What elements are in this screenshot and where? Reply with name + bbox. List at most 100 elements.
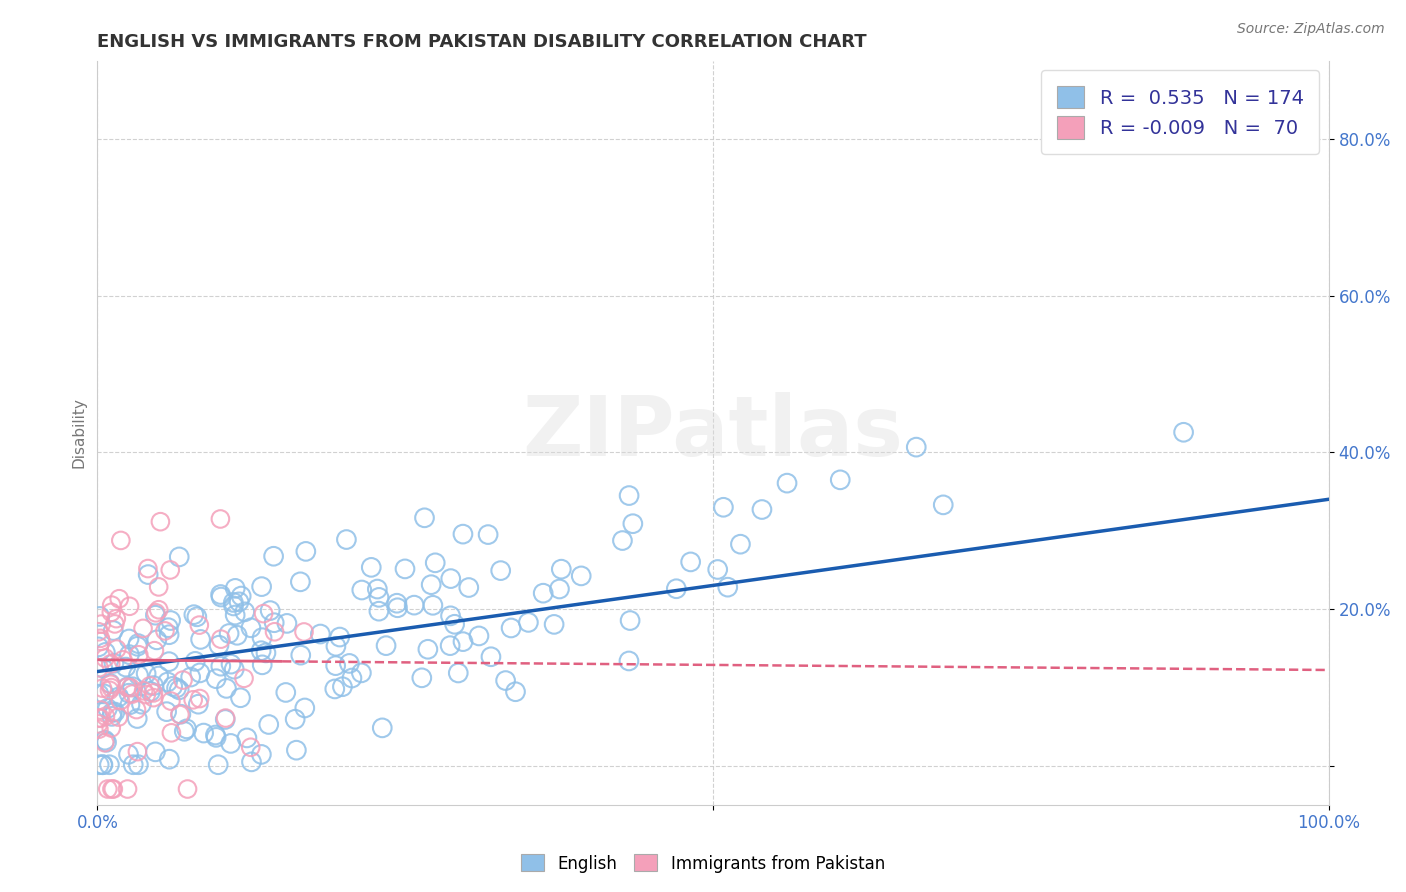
Point	[108, 591, 131, 606]
Point	[93, 736, 115, 750]
Point	[209, 659, 232, 673]
Point	[329, 630, 352, 644]
Point	[135, 666, 157, 681]
Point	[170, 707, 193, 722]
Point	[214, 711, 236, 725]
Point	[612, 533, 634, 548]
Point	[117, 782, 139, 797]
Point	[188, 618, 211, 632]
Point	[250, 631, 273, 645]
Point	[87, 624, 110, 639]
Point	[550, 562, 572, 576]
Point	[127, 745, 149, 759]
Point	[422, 599, 444, 613]
Point	[222, 599, 245, 613]
Point	[89, 757, 111, 772]
Point	[229, 690, 252, 705]
Point	[103, 657, 125, 671]
Point	[679, 555, 702, 569]
Point	[385, 596, 408, 610]
Point	[218, 626, 240, 640]
Point	[118, 698, 141, 712]
Point	[176, 782, 198, 797]
Point	[489, 564, 512, 578]
Point	[90, 617, 112, 632]
Point	[214, 713, 236, 727]
Point	[159, 614, 181, 628]
Point	[87, 717, 110, 731]
Point	[371, 721, 394, 735]
Point	[139, 684, 162, 698]
Point	[128, 668, 150, 682]
Point	[183, 607, 205, 622]
Point	[439, 608, 461, 623]
Point	[101, 706, 124, 720]
Point	[87, 687, 110, 701]
Point	[148, 603, 170, 617]
Point	[209, 590, 232, 604]
Point	[621, 516, 644, 531]
Point	[252, 657, 274, 672]
Point	[295, 544, 318, 558]
Point	[125, 703, 148, 717]
Point	[91, 661, 114, 675]
Point	[110, 693, 132, 707]
Point	[156, 705, 179, 719]
Point	[479, 649, 502, 664]
Point	[160, 726, 183, 740]
Point	[181, 693, 204, 707]
Point	[91, 757, 114, 772]
Point	[157, 621, 180, 635]
Point	[111, 653, 134, 667]
Point	[284, 712, 307, 726]
Point	[440, 572, 463, 586]
Point	[145, 632, 167, 647]
Point	[94, 709, 117, 723]
Point	[118, 632, 141, 646]
Point	[87, 640, 110, 654]
Point	[167, 682, 190, 697]
Point	[148, 580, 170, 594]
Point	[451, 634, 474, 648]
Point	[96, 701, 118, 715]
Point	[97, 782, 120, 797]
Point	[250, 747, 273, 762]
Point	[420, 577, 443, 591]
Point	[100, 677, 122, 691]
Point	[274, 685, 297, 699]
Point	[226, 628, 249, 642]
Point	[207, 757, 229, 772]
Point	[188, 665, 211, 680]
Point	[120, 681, 142, 695]
Point	[143, 643, 166, 657]
Point	[325, 640, 347, 654]
Point	[257, 717, 280, 731]
Point	[263, 615, 285, 630]
Legend: R =  0.535   N = 174, R = -0.009   N =  70: R = 0.535 N = 174, R = -0.009 N = 70	[1042, 70, 1319, 154]
Point	[148, 669, 170, 683]
Point	[104, 705, 127, 719]
Point	[160, 694, 183, 708]
Point	[776, 476, 799, 491]
Y-axis label: Disability: Disability	[72, 397, 86, 468]
Point	[91, 681, 114, 695]
Point	[231, 589, 253, 603]
Point	[159, 563, 181, 577]
Point	[252, 607, 274, 621]
Point	[176, 722, 198, 736]
Point	[309, 627, 332, 641]
Point	[157, 628, 180, 642]
Point	[208, 638, 231, 652]
Point	[127, 757, 149, 772]
Legend: English, Immigrants from Pakistan: English, Immigrants from Pakistan	[515, 847, 891, 880]
Point	[368, 591, 391, 605]
Point	[224, 608, 246, 623]
Point	[139, 679, 162, 693]
Point	[94, 651, 117, 665]
Point	[100, 598, 122, 612]
Point	[439, 639, 461, 653]
Point	[263, 624, 285, 639]
Point	[132, 683, 155, 698]
Point	[100, 605, 122, 619]
Point	[115, 680, 138, 694]
